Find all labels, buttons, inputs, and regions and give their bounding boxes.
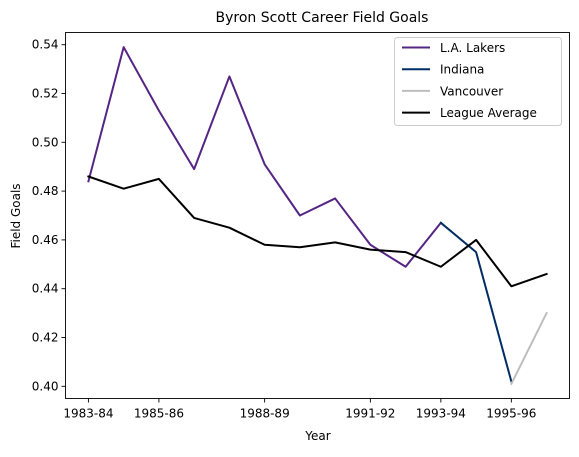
y-tick-label: 0.40 [32,379,59,393]
y-tick-label: 0.44 [32,282,59,296]
x-tick-label: 1995-96 [486,407,536,421]
x-axis: 1983-84 1985-86 1988-89 1991-92 1993-94 1995-… [63,398,536,421]
x-tick-label: 1988-89 [240,407,290,421]
plot-area-frame [65,32,570,399]
y-tick-label: 0.48 [32,184,59,198]
x-tick-label: 1985-86 [134,407,184,421]
plot-lines [87,46,548,386]
y-tick-label: 0.52 [32,87,59,101]
y-tick-label: 0.54 [32,38,59,52]
x-tick-label: 1991-92 [345,407,395,421]
x-tick-label: 1993-94 [416,407,466,421]
series-line-indiana [439,221,513,383]
chart-title: Byron Scott Career Field Goals [216,10,429,26]
legend-label: L.A. Lakers [440,41,505,55]
y-tick-label: 0.42 [32,331,59,345]
x-tick-label: 1983-84 [63,407,113,421]
legend: L.A. Lakers Indiana Vancouver League Averag… [394,37,562,126]
series-line-vancouver [510,311,548,386]
legend-label: Indiana [440,63,484,77]
y-tick-label: 0.46 [32,233,59,247]
legend-label: Vancouver [440,84,503,98]
y-axis: 0.40 0.42 0.44 0.46 0.48 0.50 0.52 0.54 [32,38,66,393]
y-tick-label: 0.50 [32,135,59,149]
legend-label: League Average [440,106,537,120]
series-line-l-a-lakers [87,46,443,268]
series-line-league-average [87,175,548,288]
x-axis-label: Year [304,429,330,443]
legend-frame [394,37,562,126]
y-axis-label: Field Goals [9,183,23,248]
